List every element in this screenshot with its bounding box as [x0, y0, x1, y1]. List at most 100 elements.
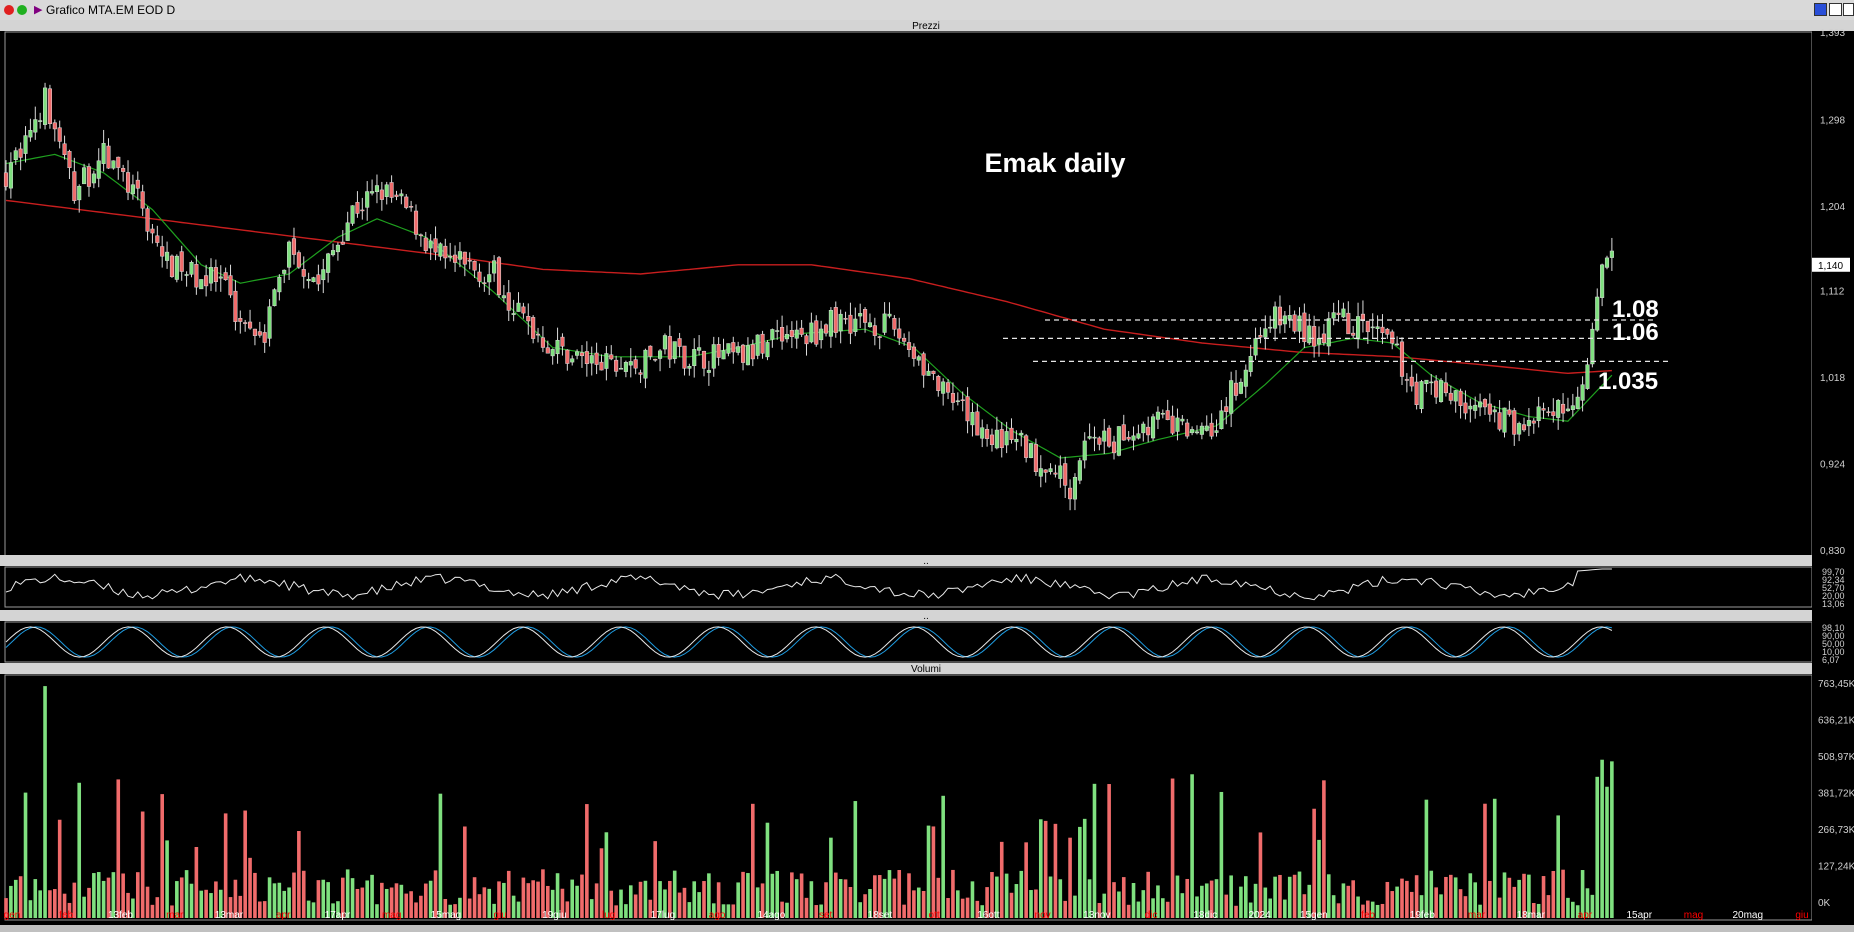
volume-bar [702, 881, 706, 918]
volume-bar [751, 803, 755, 918]
candle-body [1229, 380, 1234, 414]
candle-body [1068, 487, 1073, 500]
volume-bar [267, 877, 272, 918]
candle-body [487, 274, 492, 283]
x-axis-label: 18mar [1517, 910, 1546, 921]
volume-bar [4, 898, 8, 918]
candle-body [662, 335, 667, 350]
x-axis-label: 13feb [108, 910, 133, 921]
volume-bar [87, 887, 91, 918]
candle-body [1019, 432, 1024, 436]
volume-axis-tick: 0K [1818, 898, 1831, 909]
volume-bar [589, 899, 594, 918]
candle-body [623, 362, 628, 372]
volume-bar [1566, 897, 1570, 918]
volume-bar [868, 889, 872, 918]
x-axis-label: 13nov [1083, 910, 1110, 921]
candle-body [589, 355, 594, 364]
x-axis-label: feb [1361, 910, 1375, 921]
candle-body [1395, 343, 1400, 346]
volume-bar [692, 881, 697, 918]
candle-body [1258, 335, 1263, 338]
candle-body [1360, 313, 1365, 322]
candle-body [1209, 422, 1214, 437]
candle-body [638, 372, 643, 375]
volume-bar [1453, 877, 1458, 918]
volume-bar [287, 887, 291, 918]
candle-body [1077, 460, 1082, 481]
volume-bar [326, 882, 330, 918]
candle-body [1399, 341, 1405, 377]
volume-bar [1229, 875, 1233, 918]
candle-body [204, 275, 209, 287]
candle-body [1600, 264, 1605, 298]
candle-body [1058, 465, 1063, 479]
volume-bar [892, 878, 897, 918]
candle-body [789, 330, 794, 338]
indicator1-axis-tick: 20,00 [1822, 591, 1845, 601]
x-axis-label: set [819, 910, 833, 921]
candle-body [950, 393, 955, 403]
volume-panel-header: Volumi [911, 664, 941, 675]
indicator2-panel-header-bar [0, 610, 1854, 621]
volume-bar [448, 904, 452, 918]
candle-body [535, 333, 541, 336]
volume-bar [1219, 791, 1224, 918]
volume-bar [980, 905, 985, 918]
minimize-button[interactable] [1814, 3, 1827, 16]
candle-body [921, 353, 926, 376]
candle-body [1214, 430, 1219, 433]
x-axis-label: mar [166, 910, 184, 921]
candle-body [1238, 381, 1243, 394]
volume-bar [995, 876, 999, 918]
candle-body [1385, 328, 1390, 335]
play-arrow-icon[interactable]: ▶ [34, 4, 43, 16]
candle-body [252, 328, 257, 336]
close-button[interactable] [1843, 3, 1854, 16]
candle-body [604, 353, 609, 369]
candle-body [296, 252, 301, 268]
candle-body [96, 160, 101, 179]
green-dot-icon[interactable] [17, 5, 27, 15]
volume-bar [531, 880, 535, 918]
candle-body [1141, 423, 1146, 434]
volume-bar [1366, 900, 1370, 918]
candle-body [1429, 381, 1434, 384]
candle-body [8, 162, 13, 189]
volume-bar [18, 876, 23, 918]
volume-bar [1243, 876, 1248, 918]
candle-body [423, 237, 428, 251]
volume-bar [1341, 883, 1346, 918]
stochastic-k-line [5, 626, 1613, 658]
volume-bar [1429, 870, 1434, 918]
indicator2-axis-tick: 90,00 [1822, 631, 1845, 641]
restore-button[interactable] [1829, 3, 1842, 16]
candle-body [1458, 390, 1463, 406]
volume-axis-tick: 266,73K [1818, 825, 1854, 836]
candle-body [843, 318, 848, 320]
volume-bar [1161, 898, 1165, 918]
x-axis-label: lug [602, 910, 615, 921]
volume-bar [663, 889, 667, 918]
volume-bar [746, 873, 750, 918]
volume-bar [282, 890, 287, 918]
candle-body [248, 321, 253, 329]
candle-body [1072, 477, 1078, 500]
price-axis-tick: 1,112 [1820, 287, 1845, 298]
red-dot-icon[interactable] [4, 5, 14, 15]
candle-body [760, 333, 765, 354]
volume-bar [1068, 837, 1072, 918]
candle-body [721, 350, 726, 360]
candle-body [1473, 404, 1478, 411]
candle-body [511, 313, 516, 315]
candle-body [1136, 433, 1141, 439]
volume-bar [1117, 891, 1121, 918]
candle-body [155, 235, 160, 243]
volume-bar [1131, 883, 1136, 918]
candle-body [1199, 425, 1204, 435]
candle-body [677, 338, 682, 347]
candle-body [594, 352, 599, 365]
volume-bar [853, 801, 858, 918]
candle-body [784, 334, 790, 340]
volume-bar [140, 811, 145, 918]
